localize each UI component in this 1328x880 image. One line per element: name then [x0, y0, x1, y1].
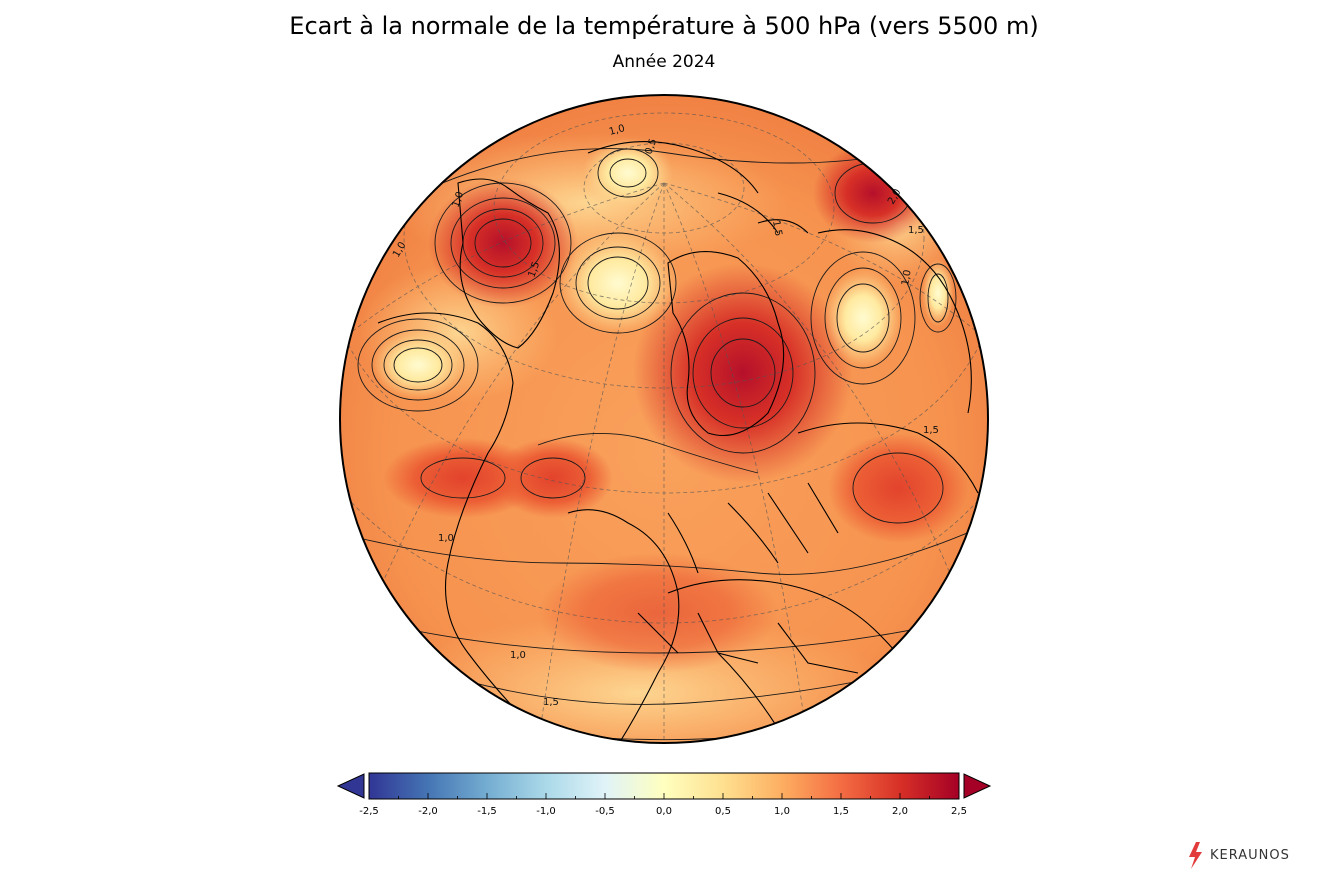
colorbar-tick-label: -1,5 — [477, 806, 497, 817]
colorbar-extend-high — [963, 773, 992, 799]
colorbar-tick-label: -2,0 — [418, 806, 438, 817]
colorbar-tick-label: 0,0 — [656, 806, 672, 817]
contour-label: 1,0 — [438, 533, 454, 544]
keraunos-logo: KERAUNOS — [1186, 840, 1316, 870]
colorbar-tick-label: -1,0 — [536, 806, 556, 817]
contour-label: 1,5 — [526, 260, 542, 279]
map-subtitle: Année 2024 — [612, 52, 716, 72]
colorbar-tick-label: -0,5 — [595, 806, 615, 817]
colorbar-tick-label: 2,0 — [892, 806, 908, 817]
colorbar: -2,5 -2,0 -1,5 -1,0 -0,5 0,0 0,5 1,0 1,5 2,0 2,5 — [336, 772, 992, 817]
contour-label: 0,5 — [643, 137, 659, 156]
contour-label: 1,5 — [770, 220, 784, 238]
contour-label: 1,0 — [608, 123, 626, 138]
brand-name: KERAUNOS — [1210, 848, 1290, 863]
contour-label: 1,5 — [543, 697, 559, 708]
colorbar-tick-label: 1,5 — [833, 806, 849, 817]
colorbar-tick-label: 2,5 — [951, 806, 967, 817]
contour-label: 1,5 — [908, 225, 924, 236]
contour-label: 1,0 — [900, 269, 914, 287]
colorbar-ticks: -2,5 -2,0 -1,5 -1,0 -0,5 0,0 0,5 1,0 1,5 2,0 2,5 — [359, 793, 967, 817]
colorbar-gradient — [368, 772, 960, 800]
contour-label: 1,0 — [450, 190, 466, 209]
globe-map: 1,0 0,5 1,0 1,5 1,0 1,5 1,0 1,0 1,5 1,0 … — [339, 94, 989, 744]
colorbar-tick-label: 1,0 — [774, 806, 790, 817]
colorbar-tick-label: -2,5 — [359, 806, 379, 817]
lightning-bolt-icon — [1189, 842, 1202, 869]
contour-label: 1,0 — [510, 650, 526, 661]
colorbar-tick-label: 0,5 — [715, 806, 731, 817]
contour-label: 1,5 — [923, 425, 939, 436]
map-title: Ecart à la normale de la température à 5… — [289, 12, 1039, 40]
colorbar-extend-low — [336, 773, 365, 799]
